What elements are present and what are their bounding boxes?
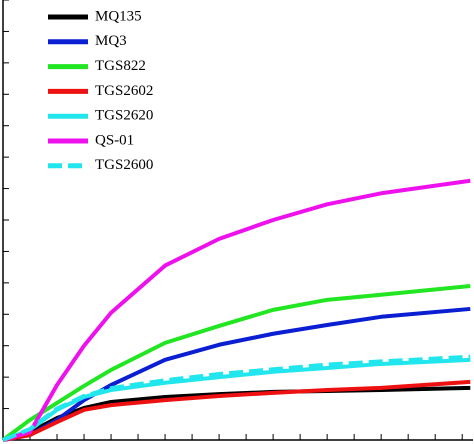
- legend-label: TGS822: [95, 58, 146, 74]
- legend-label: TGS2600: [95, 157, 153, 173]
- series-line: [1, 284, 471, 442]
- legend-label: QS-01: [95, 132, 134, 148]
- series-line: [2, 354, 471, 442]
- series-line: [2, 379, 471, 442]
- legend-label: TGS2620: [95, 108, 153, 124]
- legend-label: MQ135: [95, 8, 142, 24]
- legend-label: TGS2602: [95, 83, 153, 99]
- legend-label: MQ3: [95, 33, 127, 49]
- series-line: [2, 178, 471, 442]
